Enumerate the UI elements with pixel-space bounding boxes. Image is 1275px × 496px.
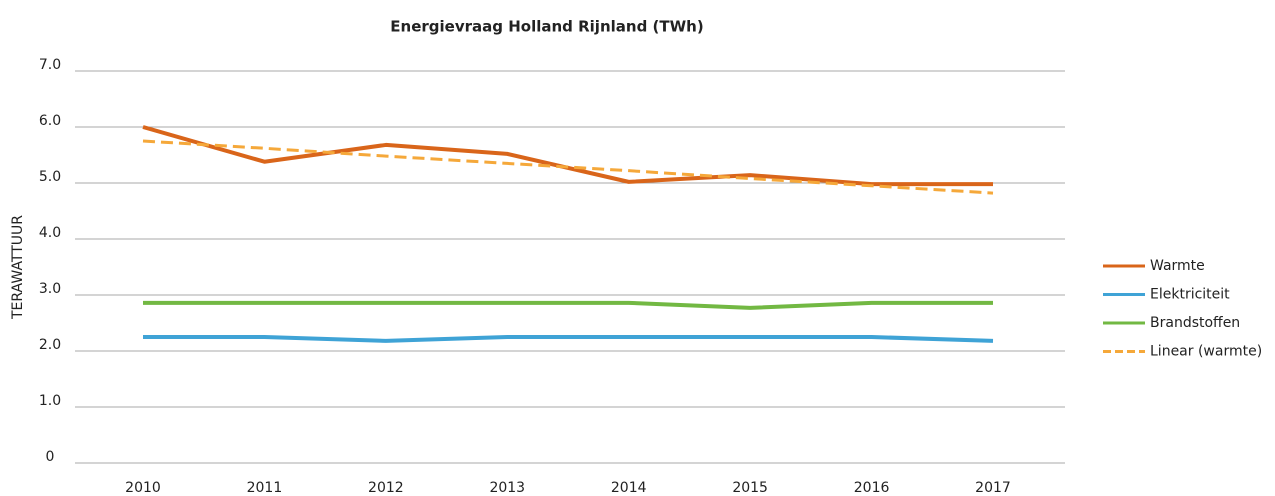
y-tick-label: 4.0 — [39, 225, 61, 241]
line-series — [143, 300, 993, 310]
legend-label: Warmte — [1150, 258, 1205, 274]
y-tick-label: 0 — [46, 449, 55, 465]
x-tick-label: 2014 — [611, 480, 647, 496]
x-tick-label: 2010 — [125, 480, 161, 496]
x-tick-label: 2011 — [247, 480, 283, 496]
x-tick-label: 2016 — [854, 480, 890, 496]
line-series — [142, 139, 994, 195]
legend-label: Elektriciteit — [1150, 287, 1230, 303]
x-tick-label: 2012 — [368, 480, 404, 496]
y-tick-label: 1.0 — [39, 393, 61, 409]
legend-label: Brandstoffen — [1150, 315, 1240, 331]
x-tick-label: 2017 — [975, 480, 1011, 496]
y-tick-label: 5.0 — [39, 169, 61, 185]
y-tick-label: 7.0 — [39, 57, 61, 73]
y-tick-label: 3.0 — [39, 281, 61, 297]
y-tick-label: 6.0 — [39, 113, 61, 129]
chart-title: Energievraag Holland Rijnland (TWh) — [390, 18, 703, 36]
y-axis-label: TERAWATTUUR — [10, 215, 26, 320]
line-series — [142, 125, 993, 187]
line-series — [143, 335, 994, 343]
x-tick-label: 2015 — [732, 480, 768, 496]
x-tick-label: 2013 — [489, 480, 525, 496]
y-tick-label: 2.0 — [39, 337, 61, 353]
legend-label: Linear (warmte) — [1150, 344, 1262, 360]
